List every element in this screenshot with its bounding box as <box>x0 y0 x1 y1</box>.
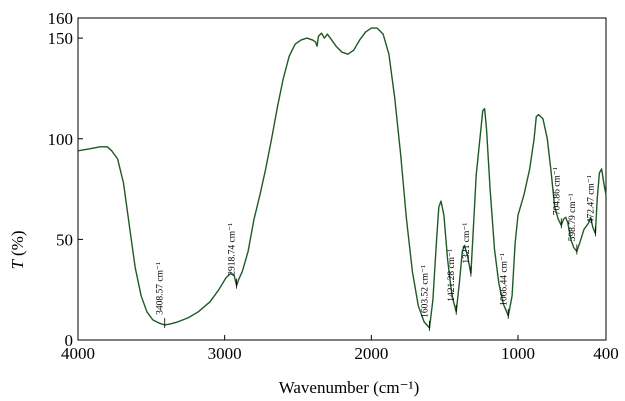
x-tick-label: 400 <box>593 344 619 363</box>
x-axis: 4000 3000 2000 1000 400 <box>61 335 619 363</box>
peak-annotations: 3408.57 cm⁻¹ 2918.74 cm⁻¹ 1603.52 cm⁻¹ 1421… <box>156 167 596 331</box>
x-tick-label: 3000 <box>208 344 242 363</box>
x-tick-label: 4000 <box>61 344 95 363</box>
y-axis-title-symbol: T <box>8 258 27 269</box>
x-axis-title: Wavenumber (cm⁻¹) <box>279 378 420 397</box>
y-tick-label: 100 <box>48 130 74 149</box>
y-tick-label: 0 <box>65 331 74 350</box>
peak-label: 1603.52 cm⁻¹ <box>421 265 431 318</box>
plot-border <box>77 17 607 341</box>
y-tick-label: 50 <box>56 230 73 249</box>
peak-label: 1421.28 cm⁻¹ <box>447 249 457 302</box>
y-axis-title: T (%) <box>8 231 27 270</box>
peak-label: 598.79 cm⁻¹ <box>568 193 578 241</box>
y-axis-title-unit: (%) <box>8 231 27 256</box>
peak-label: 3408.57 cm⁻¹ <box>156 262 166 315</box>
y-tick-label: 150 <box>48 29 74 48</box>
y-tick-label: 160 <box>48 9 74 28</box>
peak-label: 472.47 cm⁻¹ <box>586 175 596 223</box>
peak-label: 704.86 cm⁻¹ <box>552 167 562 215</box>
x-tick-label: 1000 <box>501 344 535 363</box>
spectrum-series <box>77 27 607 329</box>
spectrum-line <box>77 27 607 329</box>
x-tick-label: 2000 <box>354 344 388 363</box>
peak-label: 1321 cm⁻¹ <box>462 223 472 264</box>
plot-area <box>77 17 607 341</box>
peak-label: 1066.44 cm⁻¹ <box>499 253 509 306</box>
peak-label: 2918.74 cm⁻¹ <box>228 223 238 276</box>
